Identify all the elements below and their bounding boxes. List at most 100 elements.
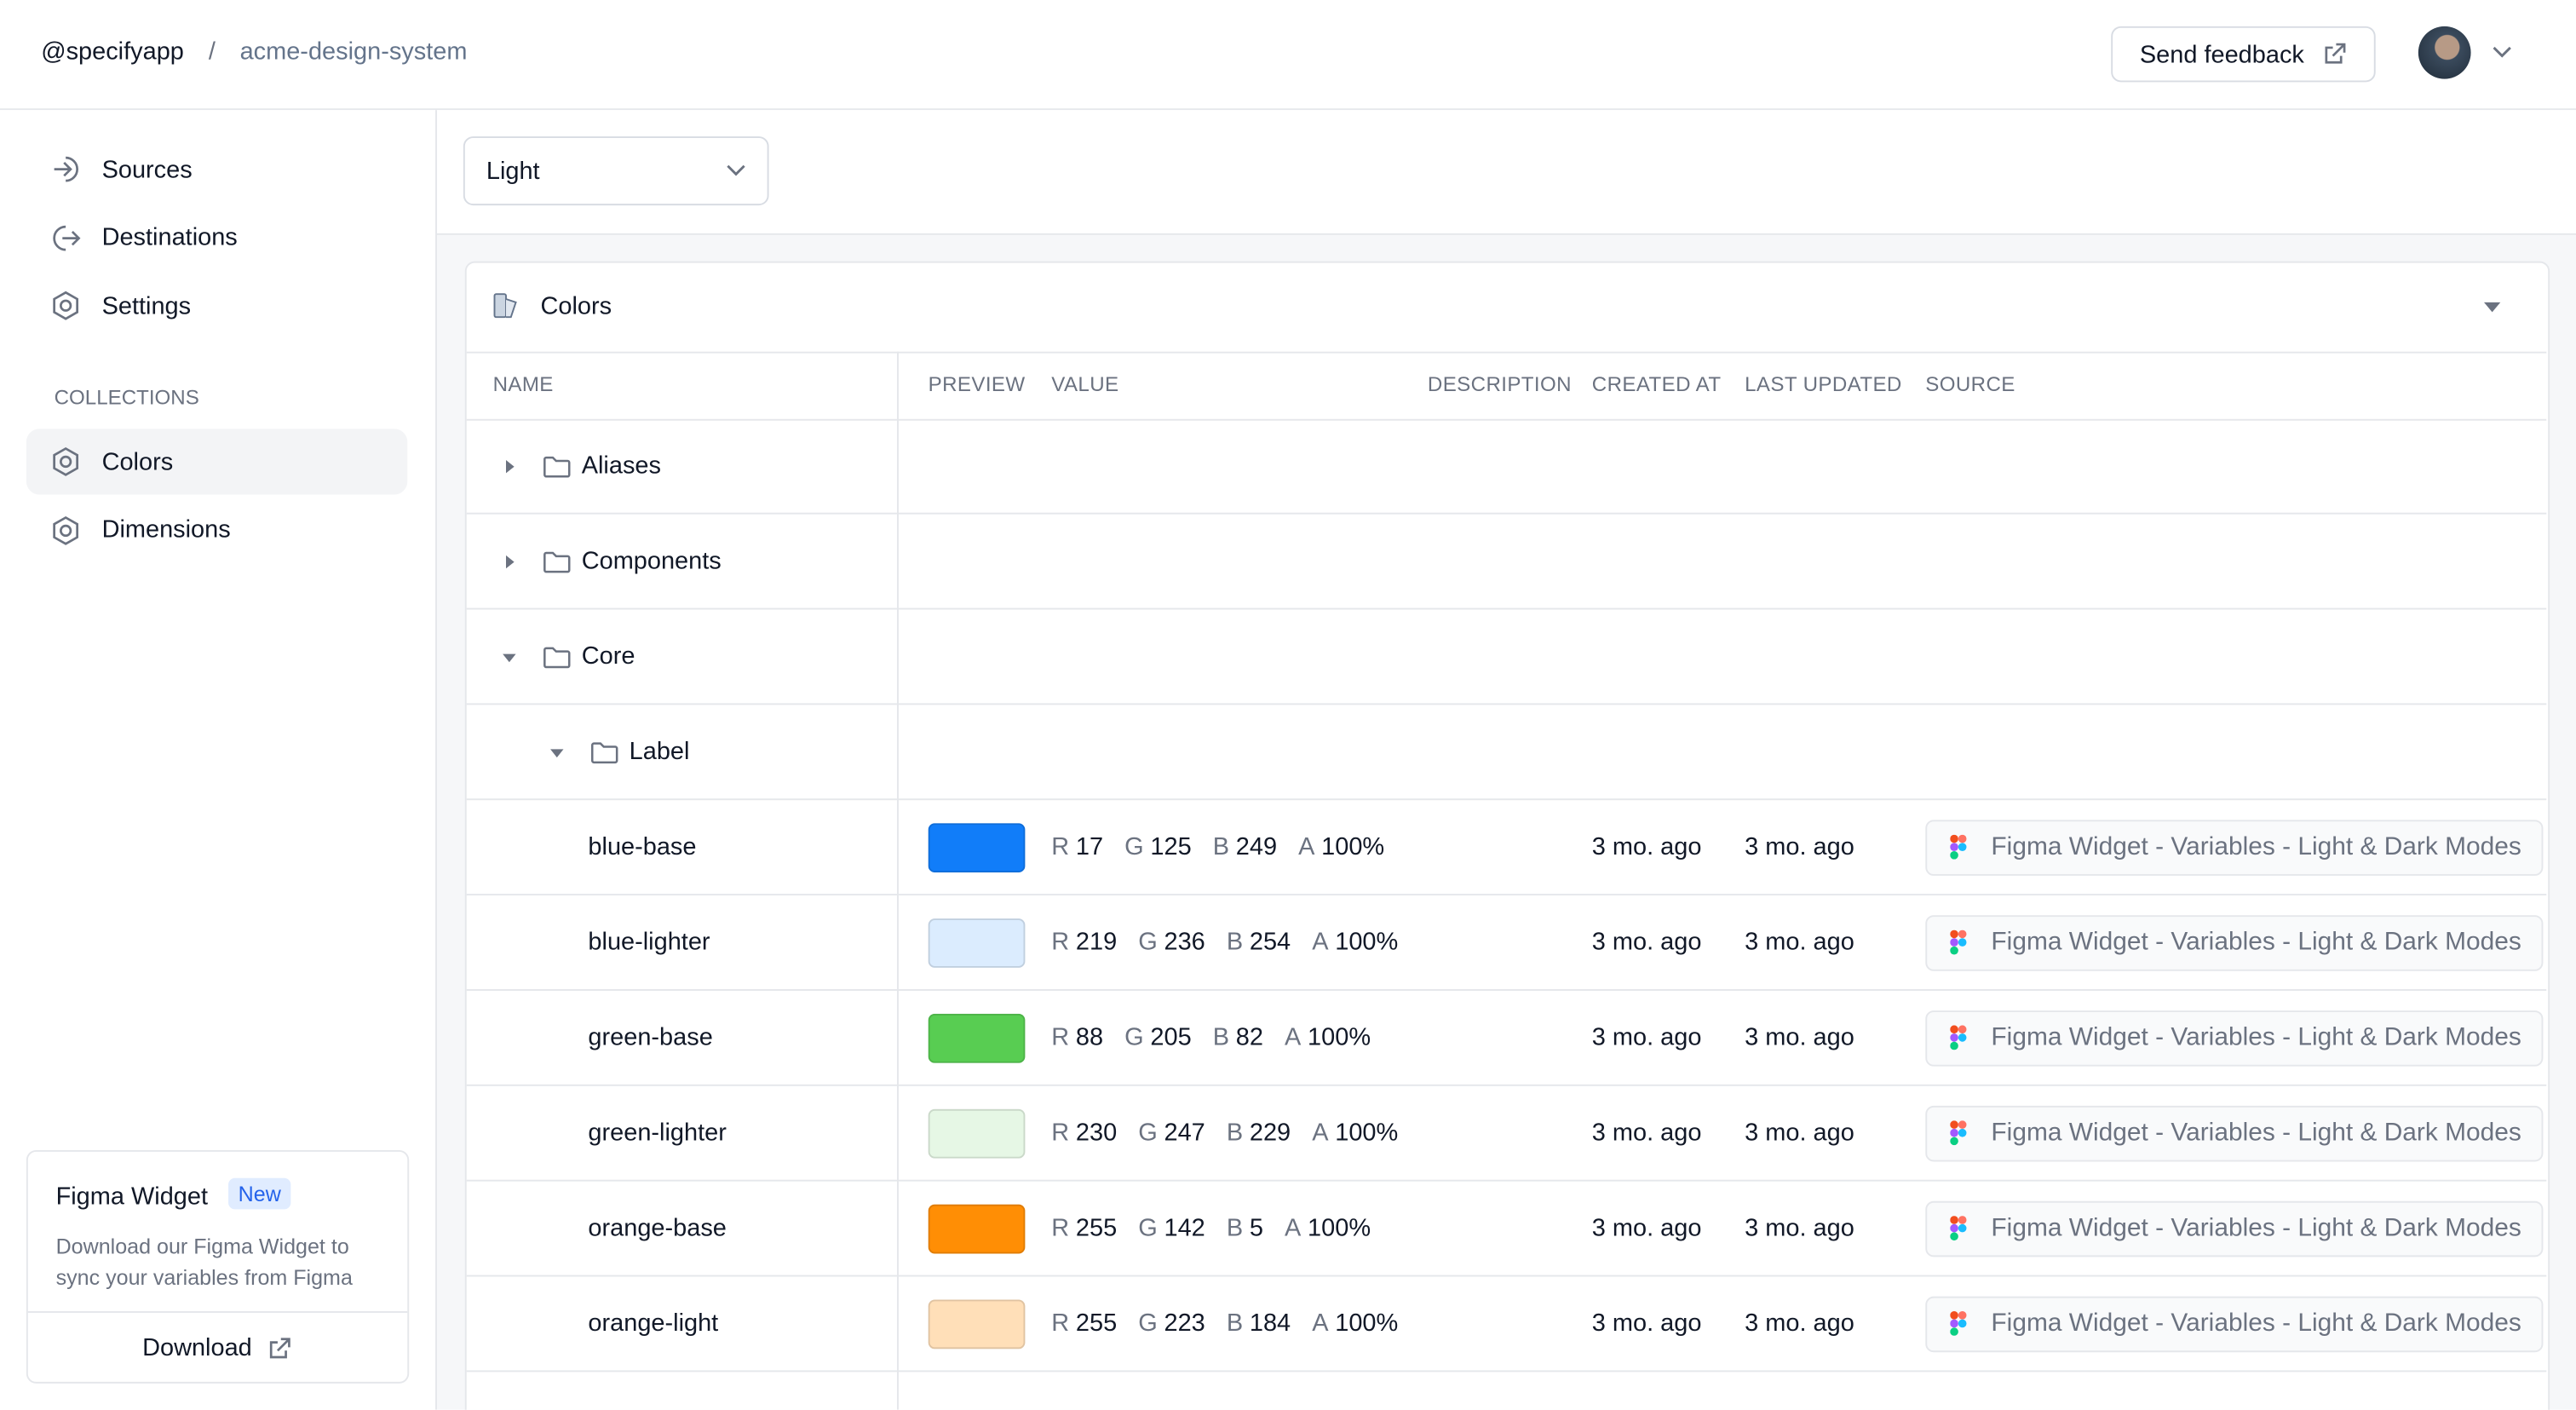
nav-item[interactable]: Sources	[26, 136, 407, 202]
column-header: NAME	[492, 372, 554, 396]
token-row[interactable]: green-base R 88 G 205 B 82 A 100% 3 mo. ago 3 mo. …	[466, 991, 2547, 1086]
column-header: DESCRIPTION	[1427, 372, 1572, 396]
source-chip[interactable]: Figma Widget - Variables - Light & Dark …	[1925, 914, 2543, 970]
source-chip[interactable]: Figma Widget - Variables - Light & Dark …	[1925, 1200, 2543, 1257]
channel-label: B	[1212, 832, 1230, 861]
source-cell: Figma Widget - Variables - Light & Dark …	[1925, 1086, 2543, 1180]
toolbar: Light	[436, 110, 2576, 235]
channel-label: G	[1124, 1023, 1144, 1052]
avatar[interactable]	[2418, 26, 2471, 79]
token-row[interactable]: orange-light R 255 G 223 B 184 A 100% 3 mo. ago 3 …	[466, 1276, 2547, 1373]
project-name[interactable]: acme-design-system	[239, 37, 468, 66]
source-name: Figma Widget - Variables - Light & Dark …	[1991, 832, 2521, 860]
channel-label: A	[1298, 832, 1315, 861]
token-row[interactable]: blue-base R 17 G 125 B 249 A 100% 3 mo. ago 3 mo. …	[466, 800, 2547, 896]
token-row[interactable]: blue-lighter R 219 G 236 B 254 A 100% 3 mo. ago 3 …	[466, 895, 2547, 991]
source-chip[interactable]: Figma Widget - Variables - Light & Dark …	[1925, 1295, 2543, 1352]
channel-value: 100%	[1308, 1214, 1371, 1242]
nav-item[interactable]: Settings	[26, 273, 407, 338]
source-chip[interactable]: Figma Widget - Variables - Light & Dark …	[1925, 819, 2543, 875]
last-updated: 3 mo. ago	[1745, 1119, 1854, 1148]
org-name[interactable]: @specifyapp	[41, 37, 184, 66]
value-cell: R 219 G 236 B 254 A 100%	[1051, 895, 1419, 989]
channel-label: A	[1312, 928, 1329, 957]
download-button[interactable]: Download	[27, 1310, 408, 1384]
group-row[interactable]: Core	[466, 609, 2547, 705]
source-name: Figma Widget - Variables - Light & Dark …	[1991, 927, 2521, 956]
last-updated: 3 mo. ago	[1745, 928, 1854, 957]
column-header: VALUE	[1051, 372, 1119, 396]
figma-icon	[1950, 1216, 1967, 1241]
collection-label: Dimensions	[101, 515, 231, 544]
channel-value: 230	[1075, 1119, 1118, 1148]
feedback-button[interactable]: Send feedback	[2111, 26, 2376, 83]
column-header: SOURCE	[1925, 372, 2015, 396]
channel-label: A	[1312, 1119, 1329, 1148]
folder-icon	[589, 739, 619, 765]
updated-cell: 3 mo. ago	[1745, 1086, 1854, 1180]
folder-icon	[542, 548, 572, 574]
name-cell: green-lighter	[588, 1086, 726, 1180]
created-cell: 3 mo. ago	[1592, 1182, 1702, 1275]
channel-value: 236	[1164, 928, 1205, 957]
group-row[interactable]: Aliases	[466, 419, 2547, 515]
channel-label: R	[1051, 1119, 1070, 1148]
figma-icon	[1950, 1025, 1967, 1050]
group-name: Components	[581, 547, 722, 575]
column-divider	[896, 351, 899, 1410]
avatar-menu-chevron[interactable]	[2491, 43, 2514, 62]
updated-cell: 3 mo. ago	[1745, 991, 1854, 1085]
channel-value: 229	[1249, 1119, 1291, 1148]
channel-value: 82	[1235, 1023, 1263, 1052]
preview-cell	[928, 991, 1026, 1085]
source-chip[interactable]: Figma Widget - Variables - Light & Dark …	[1925, 1010, 2543, 1066]
figma-icon	[1950, 1120, 1967, 1146]
updated-cell: 3 mo. ago	[1745, 1182, 1854, 1275]
widget-text: Download our Figma Widget to sync your v…	[55, 1234, 353, 1290]
panel-collapse[interactable]	[2482, 301, 2502, 314]
value-cell: R 17 G 125 B 249 A 100%	[1051, 800, 1406, 894]
collection-item[interactable]: Colors	[26, 429, 408, 495]
sidebar: COLLECTIONS Figma Widget New Download ou…	[0, 110, 437, 1410]
name-cell: orange-light	[588, 1276, 718, 1370]
created-at: 3 mo. ago	[1591, 1214, 1702, 1242]
token-row[interactable]: orange-base R 255 G 142 B 5 A 100% 3 mo. ago 3 mo.…	[466, 1182, 2547, 1277]
widget-title: Figma Widget	[55, 1183, 209, 1211]
token-name: green-base	[588, 1023, 713, 1052]
new-badge: New	[228, 1177, 291, 1210]
header: @specifyapp / acme-design-system Send fe…	[0, 0, 2576, 111]
preview-cell	[928, 1086, 1026, 1180]
select-chevron	[727, 164, 745, 176]
collection-label: Colors	[101, 447, 174, 476]
channel-value: 255	[1075, 1214, 1118, 1242]
channel-label: B	[1212, 1023, 1230, 1052]
channel-value: 5	[1249, 1214, 1263, 1242]
group-row[interactable]: Components	[466, 515, 2547, 610]
channel-value: 100%	[1335, 1309, 1399, 1338]
source-chip[interactable]: Figma Widget - Variables - Light & Dark …	[1925, 1104, 2543, 1161]
color-swatch	[928, 1298, 1026, 1349]
channel-label: G	[1138, 928, 1158, 957]
figma-icon	[1950, 929, 1967, 955]
group-name-cell: Label	[549, 705, 689, 798]
channel-value: 254	[1249, 928, 1291, 957]
collection-item[interactable]: Dimensions	[26, 497, 407, 562]
column-header: PREVIEW	[928, 372, 1026, 396]
collection-icon	[26, 514, 102, 547]
name-cell: orange-base	[588, 1182, 726, 1275]
folder-icon	[542, 452, 572, 479]
group-name: Core	[581, 642, 635, 670]
nav-item[interactable]: Destinations	[26, 204, 407, 270]
preview-cell	[928, 800, 1026, 894]
channel-label: R	[1051, 1214, 1070, 1242]
colors-icon	[493, 293, 517, 319]
token-row[interactable]: green-lighter R 230 G 247 B 229 A 100% 3 mo. ago 3…	[466, 1086, 2547, 1182]
last-updated: 3 mo. ago	[1745, 1023, 1854, 1052]
updated-cell: 3 mo. ago	[1745, 895, 1854, 989]
created-at: 3 mo. ago	[1591, 1023, 1702, 1052]
value-cell: R 255 G 223 B 184 A 100%	[1051, 1276, 1419, 1370]
mode-select[interactable]: Light	[463, 136, 769, 206]
nav-icon	[26, 289, 102, 322]
group-row[interactable]: Label	[466, 705, 2547, 801]
external-icon	[2324, 43, 2345, 64]
